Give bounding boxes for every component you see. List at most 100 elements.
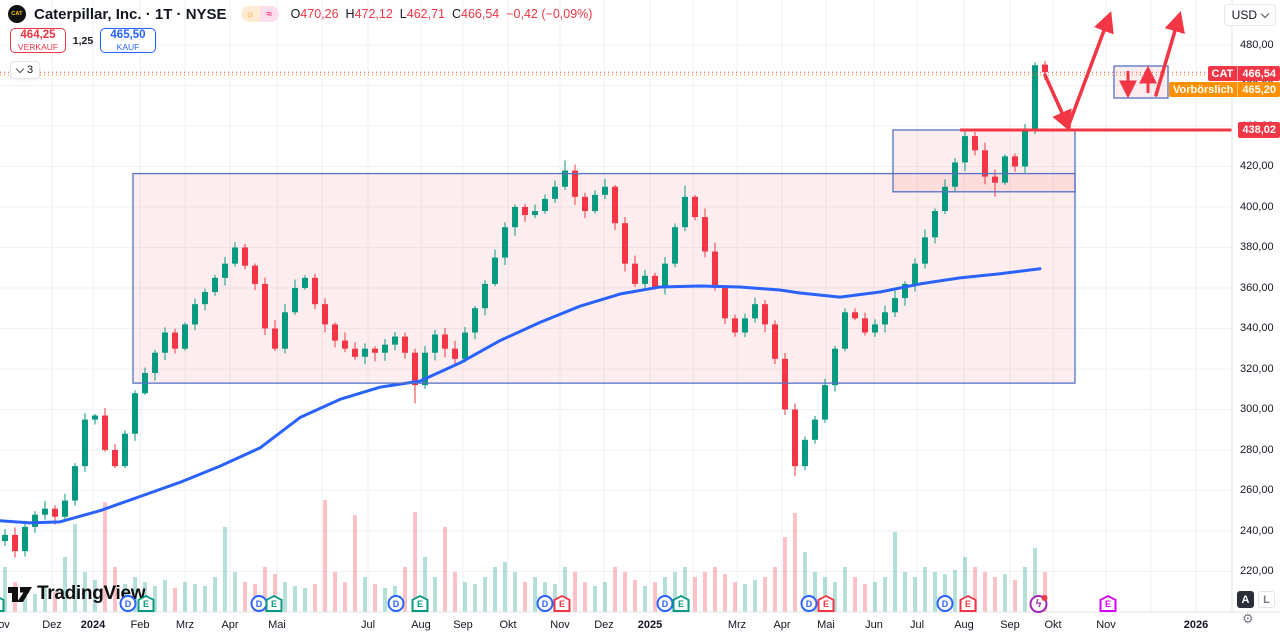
time-tick-label: Feb: [130, 619, 150, 631]
earnings-e-icon: E: [817, 595, 835, 612]
dividend-d-icon: D: [656, 595, 674, 612]
tradingview-logo[interactable]: TradingView: [8, 583, 146, 605]
time-tick-label: Sep: [453, 619, 473, 631]
earnings-badge[interactable]: E: [1099, 595, 1117, 612]
moving-average-line[interactable]: [0, 267, 1042, 525]
log-scale-button[interactable]: L: [1258, 591, 1275, 608]
tradingview-logo-mark: [8, 587, 32, 602]
big-range-box-fill[interactable]: [133, 173, 1075, 384]
earnings-badge[interactable]: E: [959, 595, 977, 612]
earnings-badge[interactable]: E: [817, 595, 835, 612]
time-tick-label: Mrz: [727, 619, 747, 631]
low-value: 462,71: [406, 7, 445, 21]
time-tick-label: Aug: [954, 619, 974, 631]
scale-settings-gear-icon[interactable]: ⚙: [1242, 611, 1254, 626]
auto-scale-button[interactable]: A: [1237, 591, 1254, 608]
session-status[interactable]: ☼ ≈: [240, 6, 279, 22]
premarket-label: Vorbörslich: [1173, 83, 1234, 96]
earnings-badge[interactable]: E: [137, 595, 155, 612]
time-tick-label: Mrz: [175, 619, 195, 631]
price-tick-label: 300,00: [1240, 403, 1274, 416]
dividend-badge[interactable]: D: [387, 595, 405, 612]
spread-value: 1,25: [72, 34, 94, 47]
change-value: −0,42 (−0,09%): [506, 7, 593, 21]
earnings-badge[interactable]: E: [0, 595, 5, 612]
price-tick-label: 280,00: [1240, 443, 1274, 456]
time-tick-label: Mai: [817, 619, 835, 631]
buy-label: KAUF: [116, 41, 140, 52]
chevron-down-icon: [1260, 9, 1270, 18]
earnings-badge[interactable]: E: [672, 595, 690, 612]
ohlc-readout: O470,26 H472,12 L462,71 C466,54 −0,42 (−…: [291, 7, 593, 21]
time-tick-label: Jul: [360, 619, 376, 631]
time-tick-label: Apr: [221, 619, 239, 631]
sell-button[interactable]: 464,25 VERKAUF: [10, 28, 66, 53]
dividend-d-icon: D: [119, 595, 137, 612]
sell-label: VERKAUF: [17, 41, 59, 52]
price-tick-label: 320,00: [1240, 362, 1274, 375]
time-tick-label: Apr: [773, 619, 791, 631]
volume-histogram: [3, 500, 1047, 612]
notification-dot: [1041, 595, 1048, 601]
dividend-badge[interactable]: D: [936, 595, 954, 612]
dividend-badge[interactable]: D: [536, 595, 554, 612]
price-tick-label: 360,00: [1240, 281, 1274, 294]
earnings-e-icon: E: [553, 595, 571, 612]
trend-arrow-3[interactable]: [1154, 10, 1185, 97]
approx-session-icon: ≈: [259, 6, 279, 22]
time-tick-label: Okt: [499, 619, 517, 631]
symbol-title[interactable]: Caterpillar, Inc. · 1T · NYSE: [34, 5, 227, 23]
earnings-badge[interactable]: E: [553, 595, 571, 612]
level-price: 438,02: [1242, 124, 1276, 136]
dividend-d-icon: D: [936, 595, 954, 612]
premarket-sun-icon: ☼: [240, 6, 260, 22]
badge-divider: [1237, 66, 1239, 81]
earnings-e-icon: E: [959, 595, 977, 612]
drawings-count: 3: [27, 64, 34, 76]
earnings-e-icon: E: [0, 595, 5, 612]
big-range-box-border[interactable]: [132, 172, 1076, 384]
dividend-d-icon: D: [536, 595, 554, 612]
level-price-badge[interactable]: 438,02: [1238, 122, 1280, 138]
price-tick-label: 220,00: [1240, 565, 1274, 578]
earnings-badge[interactable]: E: [411, 595, 429, 612]
close-label: C: [451, 7, 462, 21]
time-tick-label: Mai: [268, 619, 286, 631]
currency-label: USD: [1231, 8, 1257, 22]
tradingview-logo-text: TradingView: [37, 583, 146, 604]
badge-divider: [1237, 82, 1239, 97]
time-tick-label: ov: [0, 619, 10, 631]
currency-dropdown[interactable]: USD: [1223, 4, 1276, 26]
trend-arrow-1[interactable]: [1043, 73, 1072, 132]
dividend-badge[interactable]: D: [800, 595, 818, 612]
object-tree-button[interactable]: 3: [10, 61, 41, 79]
earnings-e-icon: E: [137, 595, 155, 612]
last-price-badge[interactable]: CAT 466,54: [1207, 66, 1280, 81]
price-tick-label: 420,00: [1240, 160, 1274, 173]
price-tick-label: 480,00: [1240, 39, 1274, 51]
lightning-icon: ϟ: [1029, 595, 1048, 613]
buy-button[interactable]: 465,50 KAUF: [100, 28, 156, 53]
premarket-price-badge[interactable]: Vorbörslich 465,20: [1169, 82, 1280, 97]
dividend-badge[interactable]: D: [656, 595, 674, 612]
trend-arrow-2[interactable]: [1066, 11, 1114, 129]
badge-price: 466,54: [1242, 67, 1276, 80]
open-value: 470,26: [300, 7, 339, 21]
buy-price: 465,50: [110, 29, 146, 41]
time-tick-label: 2024: [80, 619, 106, 631]
price-tick-label: 260,00: [1240, 484, 1274, 497]
time-tick-label: Sep: [1000, 619, 1020, 631]
earnings-badge[interactable]: E: [265, 595, 283, 612]
dividend-badge[interactable]: D: [119, 595, 137, 612]
time-tick-label: Aug: [411, 619, 431, 631]
symbol-logo[interactable]: CAT: [8, 5, 26, 23]
time-tick-label: Okt: [1044, 619, 1062, 631]
streaming-event-badge[interactable]: ϟ: [1029, 595, 1048, 613]
time-tick-label: Dez: [42, 619, 62, 631]
time-tick-label: Nov: [550, 619, 570, 631]
time-tick-label: Jun: [865, 619, 883, 631]
time-tick-label: Dez: [594, 619, 614, 631]
high-value: 472,12: [354, 7, 393, 21]
